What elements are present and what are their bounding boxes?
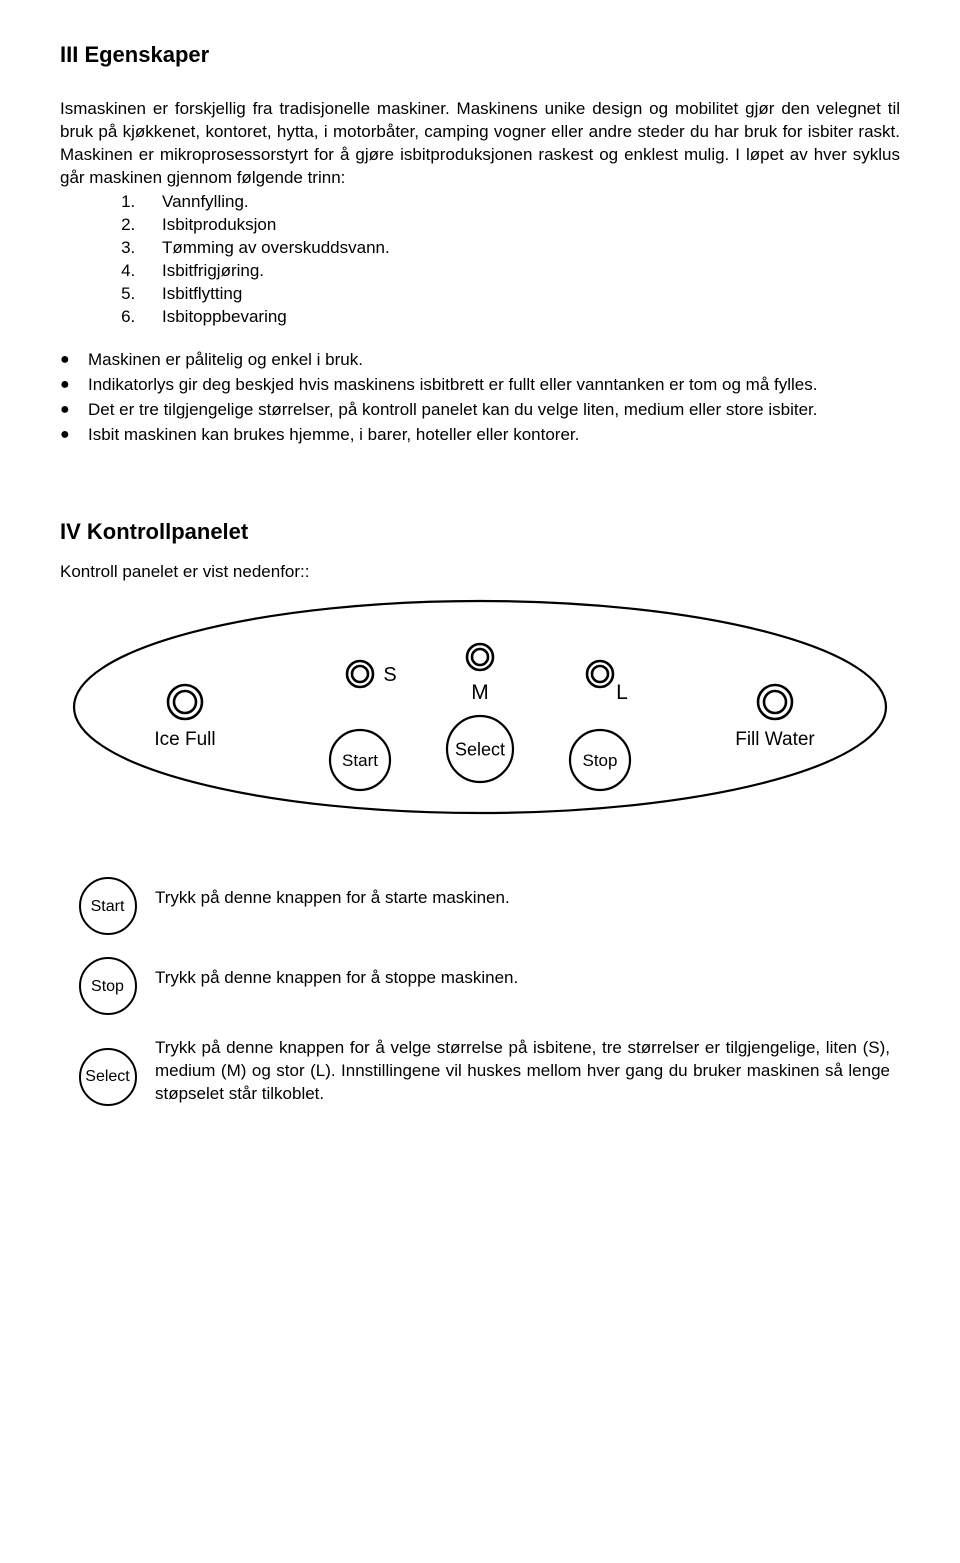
select-button-icon: Select (60, 1048, 155, 1106)
list-item: Det er tre tilgjengelige størrelser, på … (60, 399, 900, 422)
section-3-paragraph: Ismaskinen er forskjellig fra tradisjone… (60, 98, 900, 190)
list-item: Isbitflytting (140, 283, 900, 306)
cycle-steps-list: Vannfylling. Isbitproduksjon Tømming av … (140, 191, 900, 329)
button-desc-row-stop: Stop Trykk på denne knappen for å stoppe… (60, 957, 900, 1015)
button-label: Select (85, 1066, 129, 1088)
svg-text:Select: Select (455, 740, 505, 760)
select-button-desc: Trykk på denne knappen for å velge størr… (155, 1037, 900, 1106)
section-3-title: III Egenskaper (60, 40, 900, 70)
button-desc-row-start: Start Trykk på denne knappen for å start… (60, 877, 900, 935)
button-label: Start (91, 896, 125, 918)
list-item: Tømming av overskuddsvann. (140, 237, 900, 260)
start-button-icon: Start (60, 877, 155, 935)
list-item: Isbitproduksjon (140, 214, 900, 237)
control-panel-diagram: Ice Full S M L Fill Water Start Select Stop (70, 597, 890, 817)
start-button-desc: Trykk på denne knappen for å starte mask… (155, 877, 900, 910)
svg-text:L: L (616, 681, 628, 704)
list-item: Isbitoppbevaring (140, 306, 900, 329)
section-4-title: IV Kontrollpanelet (60, 517, 900, 547)
svg-text:Ice Full: Ice Full (154, 729, 215, 750)
list-item: Isbit maskinen kan brukes hjemme, i bare… (60, 424, 900, 447)
list-item: Maskinen er pålitelig og enkel i bruk. (60, 349, 900, 372)
feature-bullets: Maskinen er pålitelig og enkel i bruk. I… (60, 349, 900, 447)
panel-caption: Kontroll panelet er vist nedenfor:: (60, 561, 900, 584)
list-item: Isbitfrigjøring. (140, 260, 900, 283)
button-label: Stop (91, 976, 124, 998)
svg-text:Start: Start (342, 751, 378, 770)
stop-button-desc: Trykk på denne knappen for å stoppe mask… (155, 957, 900, 990)
svg-text:Stop: Stop (583, 751, 618, 770)
button-descriptions: Start Trykk på denne knappen for å start… (60, 877, 900, 1106)
svg-text:S: S (383, 664, 396, 686)
button-desc-row-select: Select Trykk på denne knappen for å velg… (60, 1037, 900, 1106)
svg-text:M: M (471, 681, 489, 704)
svg-text:Fill Water: Fill Water (735, 729, 815, 750)
list-item: Vannfylling. (140, 191, 900, 214)
list-item: Indikatorlys gir deg beskjed hvis maskin… (60, 374, 900, 397)
stop-button-icon: Stop (60, 957, 155, 1015)
